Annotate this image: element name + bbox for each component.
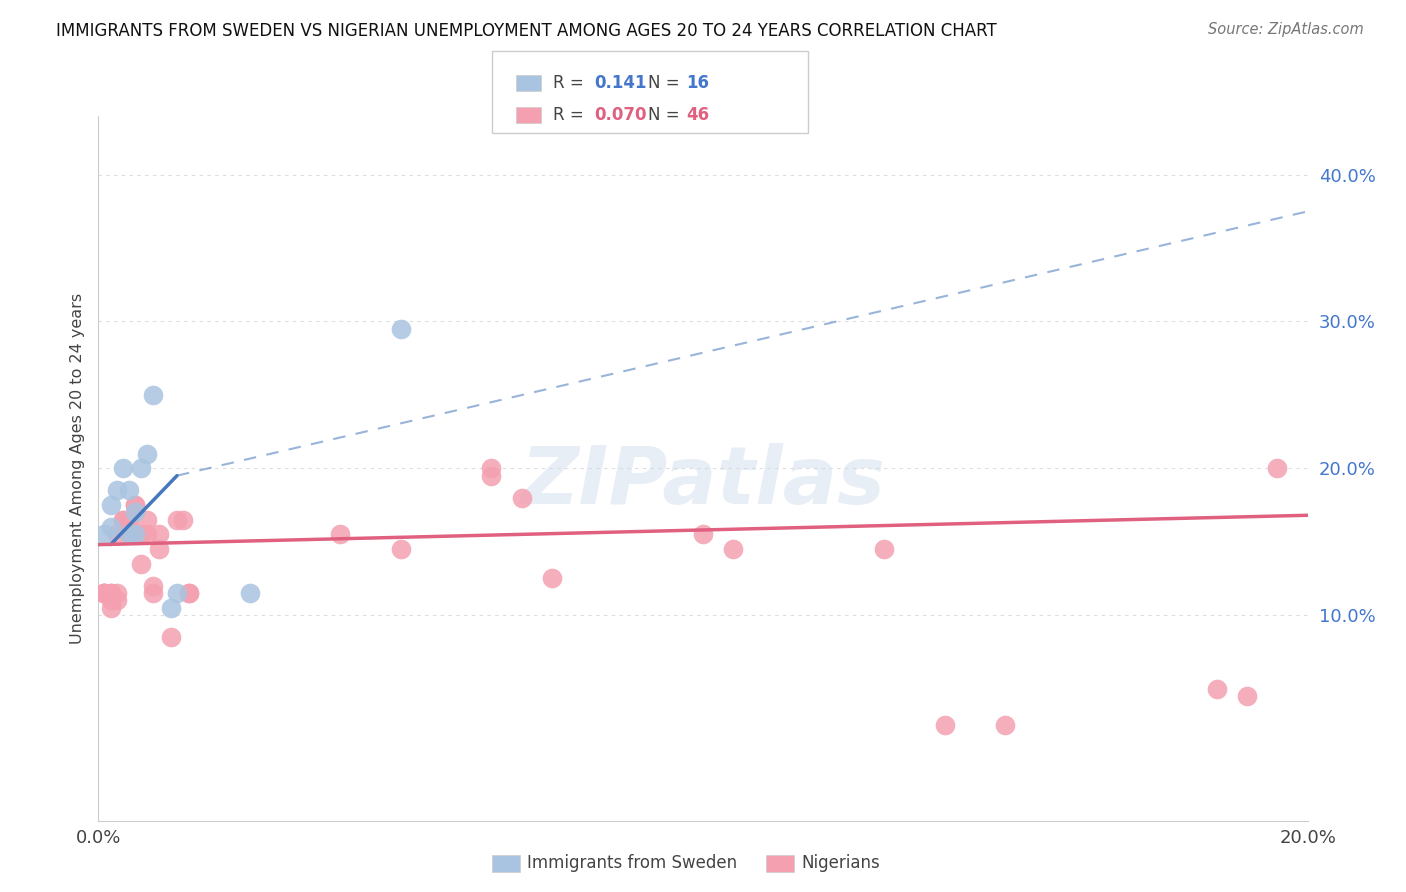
Point [166, 586, 188, 600]
Point [118, 483, 141, 498]
Text: 0.141: 0.141 [595, 74, 647, 92]
Point [118, 513, 141, 527]
Text: N =: N = [648, 74, 685, 92]
Point [129, 527, 152, 541]
Point [100, 586, 122, 600]
Text: N =: N = [648, 106, 685, 124]
Point [481, 468, 503, 483]
Point [93, 586, 115, 600]
Point [105, 483, 128, 498]
Point [179, 586, 201, 600]
Point [510, 491, 533, 505]
Point [481, 461, 503, 475]
Point [160, 630, 183, 644]
Point [118, 527, 141, 541]
Point [142, 388, 165, 402]
Point [692, 527, 714, 541]
Point [124, 505, 146, 519]
Point [100, 593, 122, 607]
Point [124, 498, 146, 512]
Point [105, 527, 128, 541]
Text: ZIPatlas: ZIPatlas [520, 443, 886, 522]
Point [1236, 689, 1258, 703]
Point [118, 520, 141, 534]
Text: Nigerians: Nigerians [801, 855, 880, 872]
Y-axis label: Unemployment Among Ages 20 to 24 years: Unemployment Among Ages 20 to 24 years [69, 293, 84, 644]
Point [172, 513, 194, 527]
Point [540, 571, 562, 585]
Point [105, 593, 128, 607]
Point [160, 600, 183, 615]
Point [93, 586, 115, 600]
Point [129, 557, 152, 571]
Point [135, 447, 157, 461]
Point [329, 527, 352, 541]
Point [100, 520, 122, 534]
Text: Immigrants from Sweden: Immigrants from Sweden [527, 855, 737, 872]
Point [111, 513, 134, 527]
Point [389, 542, 412, 557]
Point [142, 586, 165, 600]
Point [239, 586, 262, 600]
Point [389, 322, 412, 336]
Point [93, 586, 115, 600]
Text: 16: 16 [686, 74, 709, 92]
Point [118, 527, 141, 541]
Point [124, 527, 146, 541]
Text: Source: ZipAtlas.com: Source: ZipAtlas.com [1208, 22, 1364, 37]
Point [111, 461, 134, 475]
Point [105, 586, 128, 600]
Text: 46: 46 [686, 106, 709, 124]
Point [129, 461, 152, 475]
Text: R =: R = [553, 74, 589, 92]
Point [124, 498, 146, 512]
Point [148, 527, 170, 541]
Point [994, 718, 1017, 732]
Point [148, 542, 170, 557]
Point [100, 600, 122, 615]
Point [934, 718, 956, 732]
Point [135, 513, 157, 527]
Text: R =: R = [553, 106, 589, 124]
Point [93, 586, 115, 600]
Point [135, 527, 157, 541]
Point [93, 527, 115, 541]
Text: 0.070: 0.070 [595, 106, 647, 124]
Point [179, 586, 201, 600]
Point [723, 542, 745, 557]
Point [166, 513, 188, 527]
Point [100, 586, 122, 600]
Text: IMMIGRANTS FROM SWEDEN VS NIGERIAN UNEMPLOYMENT AMONG AGES 20 TO 24 YEARS CORREL: IMMIGRANTS FROM SWEDEN VS NIGERIAN UNEMP… [56, 22, 997, 40]
Point [1267, 461, 1289, 475]
Point [100, 498, 122, 512]
Point [142, 579, 165, 593]
Point [873, 542, 896, 557]
Point [111, 513, 134, 527]
Point [1206, 681, 1229, 696]
